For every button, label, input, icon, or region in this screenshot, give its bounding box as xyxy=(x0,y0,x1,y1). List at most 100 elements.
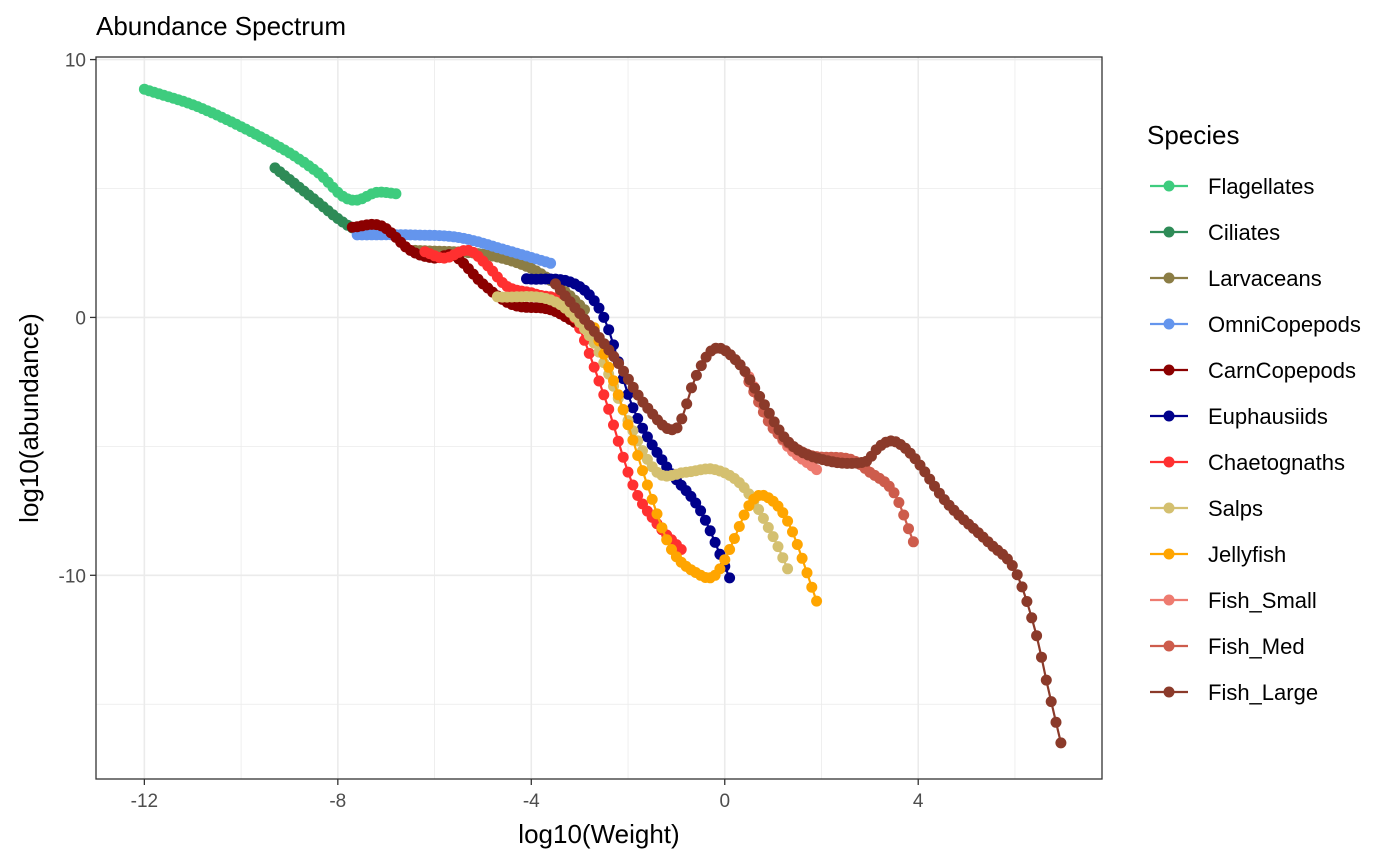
legend-point-key xyxy=(1163,686,1175,698)
data-point-euphausiids xyxy=(593,302,605,314)
data-point-euphausiids xyxy=(637,422,648,434)
legend-label: OmniCopepods xyxy=(1208,312,1361,337)
series-omnicopepods xyxy=(351,229,557,269)
data-point-fish-med xyxy=(907,536,919,548)
y-axis-title: log10(abundance) xyxy=(14,313,44,523)
data-point-fish-large xyxy=(1055,737,1067,749)
data-point-chaetognaths xyxy=(622,466,634,478)
data-point-jellyfish xyxy=(608,375,619,387)
x-axis-title: log10(Weight) xyxy=(518,819,679,849)
data-point-jellyfish xyxy=(627,434,639,446)
data-point-euphausiids xyxy=(627,402,639,414)
data-point-jellyfish xyxy=(733,521,745,532)
data-point-jellyfish xyxy=(806,581,818,593)
legend-point-key xyxy=(1163,456,1175,468)
legend-point-key xyxy=(1163,180,1175,192)
data-point-jellyfish xyxy=(782,515,794,527)
data-point-jellyfish xyxy=(719,554,731,566)
legend-item-chaetognaths: Chaetognaths xyxy=(1150,450,1345,475)
legend-point-key xyxy=(1163,640,1175,652)
data-point-jellyfish xyxy=(787,526,798,538)
data-point-chaetognaths xyxy=(627,479,639,491)
data-point-fish-large xyxy=(754,390,766,402)
data-point-salps xyxy=(782,563,794,575)
legend-label: Chaetognaths xyxy=(1208,450,1345,475)
legend-item-flagellates: Flagellates xyxy=(1150,174,1314,199)
data-point-jellyfish xyxy=(651,508,663,520)
data-point-flagellates xyxy=(390,188,402,200)
data-point-omnicopepods xyxy=(545,257,557,269)
data-point-jellyfish xyxy=(646,493,658,505)
legend-point-key xyxy=(1163,364,1175,376)
data-point-euphausiids xyxy=(695,505,707,517)
data-point-fish-large xyxy=(671,422,683,434)
legend-label: Fish_Large xyxy=(1208,680,1318,705)
data-point-euphausiids xyxy=(632,413,644,424)
series-jellyfish xyxy=(588,322,823,607)
legend-point-key xyxy=(1163,226,1175,238)
data-point-jellyfish xyxy=(714,563,726,575)
data-point-euphausiids xyxy=(641,431,653,443)
data-point-jellyfish xyxy=(661,534,673,546)
data-point-salps xyxy=(772,541,784,553)
x-tick-label: 0 xyxy=(719,791,730,812)
data-point-fish-med xyxy=(898,509,910,521)
data-point-euphausiids xyxy=(598,311,610,323)
data-point-chaetognaths xyxy=(583,347,595,359)
data-point-jellyfish xyxy=(801,567,813,579)
x-tick-label: 4 xyxy=(913,791,924,812)
legend-label: Fish_Med xyxy=(1208,634,1305,659)
legend-label: Fish_Small xyxy=(1208,588,1317,613)
x-tick-label: -4 xyxy=(523,791,540,812)
data-point-chaetognaths xyxy=(598,389,610,401)
data-point-fish-med xyxy=(888,487,900,499)
legend-item-euphausiids: Euphausiids xyxy=(1150,404,1328,429)
legend-point-key xyxy=(1163,318,1175,330)
data-point-jellyfish xyxy=(622,419,634,431)
data-point-fish-large xyxy=(686,382,697,394)
data-point-fish-large xyxy=(768,416,780,428)
y-tick-label: -10 xyxy=(59,566,86,587)
data-point-fish-large xyxy=(1050,716,1062,728)
data-point-fish-med xyxy=(893,497,905,508)
plot-panel-border xyxy=(95,56,1103,780)
data-point-chaetognaths xyxy=(588,361,600,373)
data-point-fish-large xyxy=(690,369,702,381)
data-point-jellyfish xyxy=(728,533,740,544)
chart-title: Abundance Spectrum xyxy=(96,11,346,41)
data-point-jellyfish xyxy=(641,479,653,491)
data-point-chaetognaths xyxy=(617,451,629,463)
legend-point-key xyxy=(1163,594,1175,606)
legend-item-fish-med: Fish_Med xyxy=(1150,634,1305,659)
series-flagellates xyxy=(138,83,402,206)
data-point-jellyfish xyxy=(738,509,750,521)
y-tick-label: 10 xyxy=(65,51,86,72)
data-point-euphausiids xyxy=(724,572,736,584)
data-point-chaetognaths xyxy=(593,375,605,387)
data-point-fish-large xyxy=(1036,651,1047,663)
data-point-fish-large xyxy=(1011,569,1023,581)
legend-item-fish-small: Fish_Small xyxy=(1150,588,1317,613)
data-point-fish-large xyxy=(758,399,770,411)
data-point-euphausiids xyxy=(603,324,615,336)
legend-item-omnicopepods: OmniCopepods xyxy=(1150,312,1361,337)
legend-point-key xyxy=(1163,272,1175,284)
x-tick-label: -8 xyxy=(329,791,346,812)
legend: Species Flagellates Ciliates Larvaceans Omn… xyxy=(1147,120,1361,705)
legend-title: Species xyxy=(1147,120,1240,150)
legend-item-jellyfish: Jellyfish xyxy=(1150,542,1286,567)
data-point-chaetognaths xyxy=(612,435,624,447)
data-point-fish-large xyxy=(1040,674,1052,686)
legend-label: Jellyfish xyxy=(1208,542,1286,567)
legend-label: Larvaceans xyxy=(1208,266,1322,291)
data-point-fish-large xyxy=(739,366,751,377)
data-point-euphausiids xyxy=(709,536,721,548)
legend-label: Salps xyxy=(1208,496,1263,521)
data-point-fish-large xyxy=(1026,612,1038,624)
data-point-fish-large xyxy=(763,407,775,419)
data-point-fish-large xyxy=(1031,630,1043,642)
data-point-jellyfish xyxy=(791,539,803,550)
x-tick-label: -12 xyxy=(131,791,158,812)
data-point-salps xyxy=(762,522,774,533)
